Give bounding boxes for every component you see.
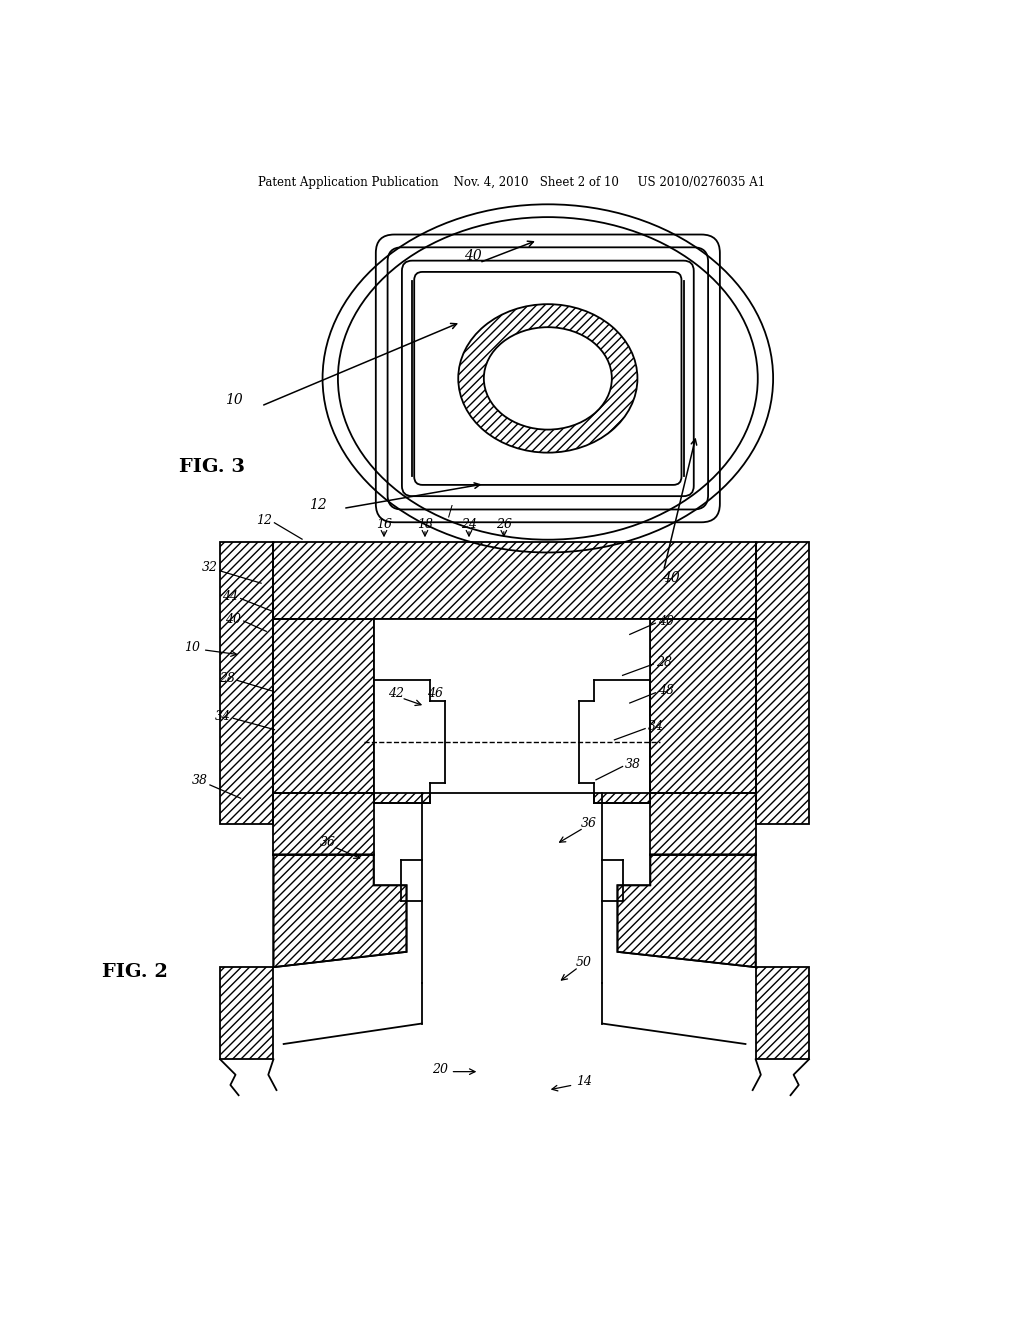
- Text: 20: 20: [432, 1063, 449, 1076]
- Text: 32: 32: [202, 561, 218, 574]
- Text: 38: 38: [191, 775, 208, 787]
- Text: 18: 18: [417, 519, 433, 532]
- Text: 24: 24: [461, 519, 477, 532]
- Text: 40: 40: [662, 572, 680, 585]
- Bar: [650, 793, 756, 854]
- Text: 28: 28: [219, 672, 236, 685]
- Text: 12: 12: [308, 499, 327, 512]
- Text: 36: 36: [581, 817, 597, 830]
- Text: FIG. 2: FIG. 2: [102, 964, 168, 981]
- Text: 16: 16: [376, 519, 392, 532]
- Text: 40: 40: [464, 248, 482, 263]
- Bar: [756, 968, 809, 1060]
- Text: 40: 40: [225, 612, 242, 626]
- Text: 10: 10: [224, 393, 243, 407]
- Text: 14: 14: [575, 1076, 592, 1089]
- Text: 12: 12: [256, 515, 272, 527]
- Text: 46: 46: [427, 688, 443, 701]
- Text: 48: 48: [657, 684, 674, 697]
- Text: 26: 26: [496, 519, 512, 532]
- Text: FIG. 3: FIG. 3: [179, 458, 245, 477]
- Text: 50: 50: [575, 956, 592, 969]
- Bar: [374, 619, 650, 793]
- Bar: [756, 543, 809, 824]
- Text: Patent Application Publication    Nov. 4, 2010   Sheet 2 of 10     US 2010/02760: Patent Application Publication Nov. 4, 2…: [258, 177, 766, 189]
- Bar: [650, 619, 756, 793]
- Text: 36: 36: [319, 836, 336, 849]
- Bar: [273, 793, 374, 854]
- Bar: [220, 968, 273, 1060]
- Ellipse shape: [484, 327, 612, 429]
- Ellipse shape: [459, 304, 637, 453]
- Text: 42: 42: [388, 688, 404, 701]
- Text: 34: 34: [215, 710, 231, 723]
- Text: 40: 40: [657, 615, 674, 627]
- Text: 38: 38: [625, 758, 641, 771]
- Text: 28: 28: [655, 656, 672, 668]
- Text: 44: 44: [222, 590, 239, 603]
- Bar: [273, 619, 374, 793]
- Text: 10: 10: [184, 642, 201, 655]
- Bar: [220, 543, 273, 824]
- Bar: [273, 543, 756, 619]
- Text: 34: 34: [647, 721, 664, 733]
- Text: /: /: [449, 504, 453, 519]
